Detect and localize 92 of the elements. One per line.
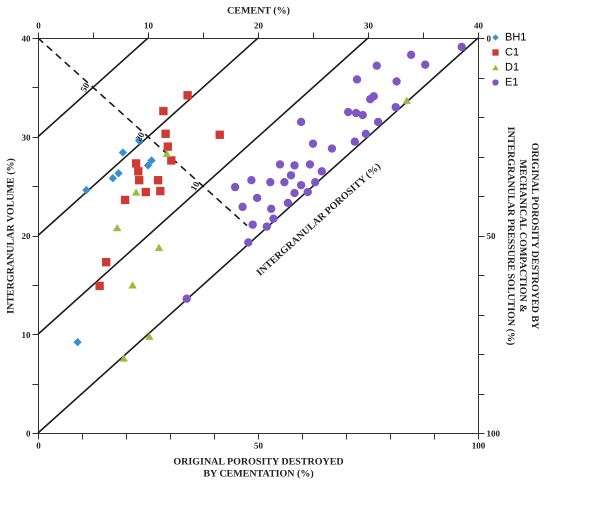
point — [247, 176, 256, 184]
point — [114, 169, 123, 178]
x2-axis-title: CEMENT (%) — [227, 6, 290, 16]
point — [156, 186, 165, 196]
point — [392, 102, 400, 112]
point — [352, 75, 362, 84]
point — [142, 188, 150, 196]
point — [244, 238, 253, 247]
point — [162, 150, 172, 158]
point — [252, 194, 262, 202]
point — [296, 180, 306, 190]
x-tick-label: 50 — [254, 440, 264, 450]
point — [120, 196, 130, 204]
point — [458, 42, 466, 52]
point — [230, 182, 240, 192]
point — [344, 108, 352, 116]
point — [350, 138, 359, 146]
point — [296, 118, 306, 126]
point — [108, 174, 117, 182]
point — [318, 167, 326, 176]
point — [164, 142, 172, 151]
annotation: 50 — [78, 80, 92, 94]
point — [266, 178, 275, 186]
point — [290, 188, 299, 198]
point — [216, 130, 224, 139]
point — [132, 188, 140, 196]
point — [267, 204, 276, 214]
y2-tick-label: 0 — [486, 34, 492, 44]
x2-tick-label: 10 — [144, 20, 154, 30]
y-tick-label: 20 — [22, 231, 31, 241]
point — [145, 332, 154, 340]
legend-label: E1 — [505, 76, 518, 88]
legend-label: BH1 — [505, 32, 526, 44]
x2-tick-label: 30 — [364, 20, 374, 30]
point — [120, 354, 128, 362]
x-tick-label: 0 — [36, 440, 42, 450]
point — [183, 91, 192, 100]
point — [372, 61, 381, 70]
point — [328, 144, 336, 153]
y2-axis-title: ORIGINAL POROSITY DESTROYED BY MECHANICAL COMPACTION & INTERGRANULAR PRESSURE SOLUTION (%) — [505, 126, 540, 346]
y2-tick-label: 100 — [486, 428, 500, 438]
point — [392, 77, 401, 86]
point — [134, 167, 143, 176]
x2-tick-label: 40 — [474, 20, 484, 30]
legend-label: D1 — [505, 62, 520, 74]
point — [167, 156, 176, 165]
point — [306, 160, 314, 169]
y-tick-label: 40 — [22, 34, 31, 44]
point — [161, 130, 170, 138]
annotation: 20 — [133, 130, 147, 144]
y-tick-label: 0 — [26, 428, 31, 438]
point — [118, 148, 128, 157]
point — [113, 224, 122, 232]
point — [147, 156, 156, 165]
point — [308, 139, 318, 148]
y2-tick-label: 50 — [486, 231, 496, 241]
y-tick-label: 30 — [22, 132, 31, 142]
point — [182, 294, 191, 303]
point — [154, 244, 164, 251]
point — [311, 178, 320, 186]
point — [154, 176, 162, 184]
y-tick-label: 10 — [22, 330, 31, 340]
point — [128, 281, 137, 288]
point — [366, 95, 374, 104]
y-axis-title: INTERGRANULAR VOLUME (%) — [6, 158, 16, 314]
point — [280, 178, 289, 186]
point — [286, 171, 296, 180]
point — [132, 159, 140, 168]
point — [406, 50, 416, 59]
x-tick-label: 100 — [472, 440, 486, 450]
point — [144, 161, 152, 170]
point — [73, 338, 82, 346]
point — [402, 96, 411, 104]
point — [304, 188, 312, 196]
point — [82, 186, 91, 194]
x-axis-title: ORIGINAL POROSITY DESTROYED BY CEMENTATION (%) — [173, 456, 344, 480]
x2-tick-label: 0 — [36, 20, 42, 30]
annotation: 10 — [188, 179, 202, 192]
legend-label: C1 — [505, 46, 520, 58]
point — [374, 118, 382, 126]
point — [362, 130, 370, 138]
point — [290, 161, 299, 170]
point — [276, 160, 284, 169]
point — [358, 110, 367, 120]
point — [421, 60, 430, 69]
point — [238, 202, 247, 212]
x2-tick-label: 20 — [254, 20, 264, 30]
point — [135, 176, 144, 184]
point — [284, 198, 292, 208]
point — [102, 258, 110, 266]
point — [95, 282, 104, 290]
point — [159, 106, 168, 116]
